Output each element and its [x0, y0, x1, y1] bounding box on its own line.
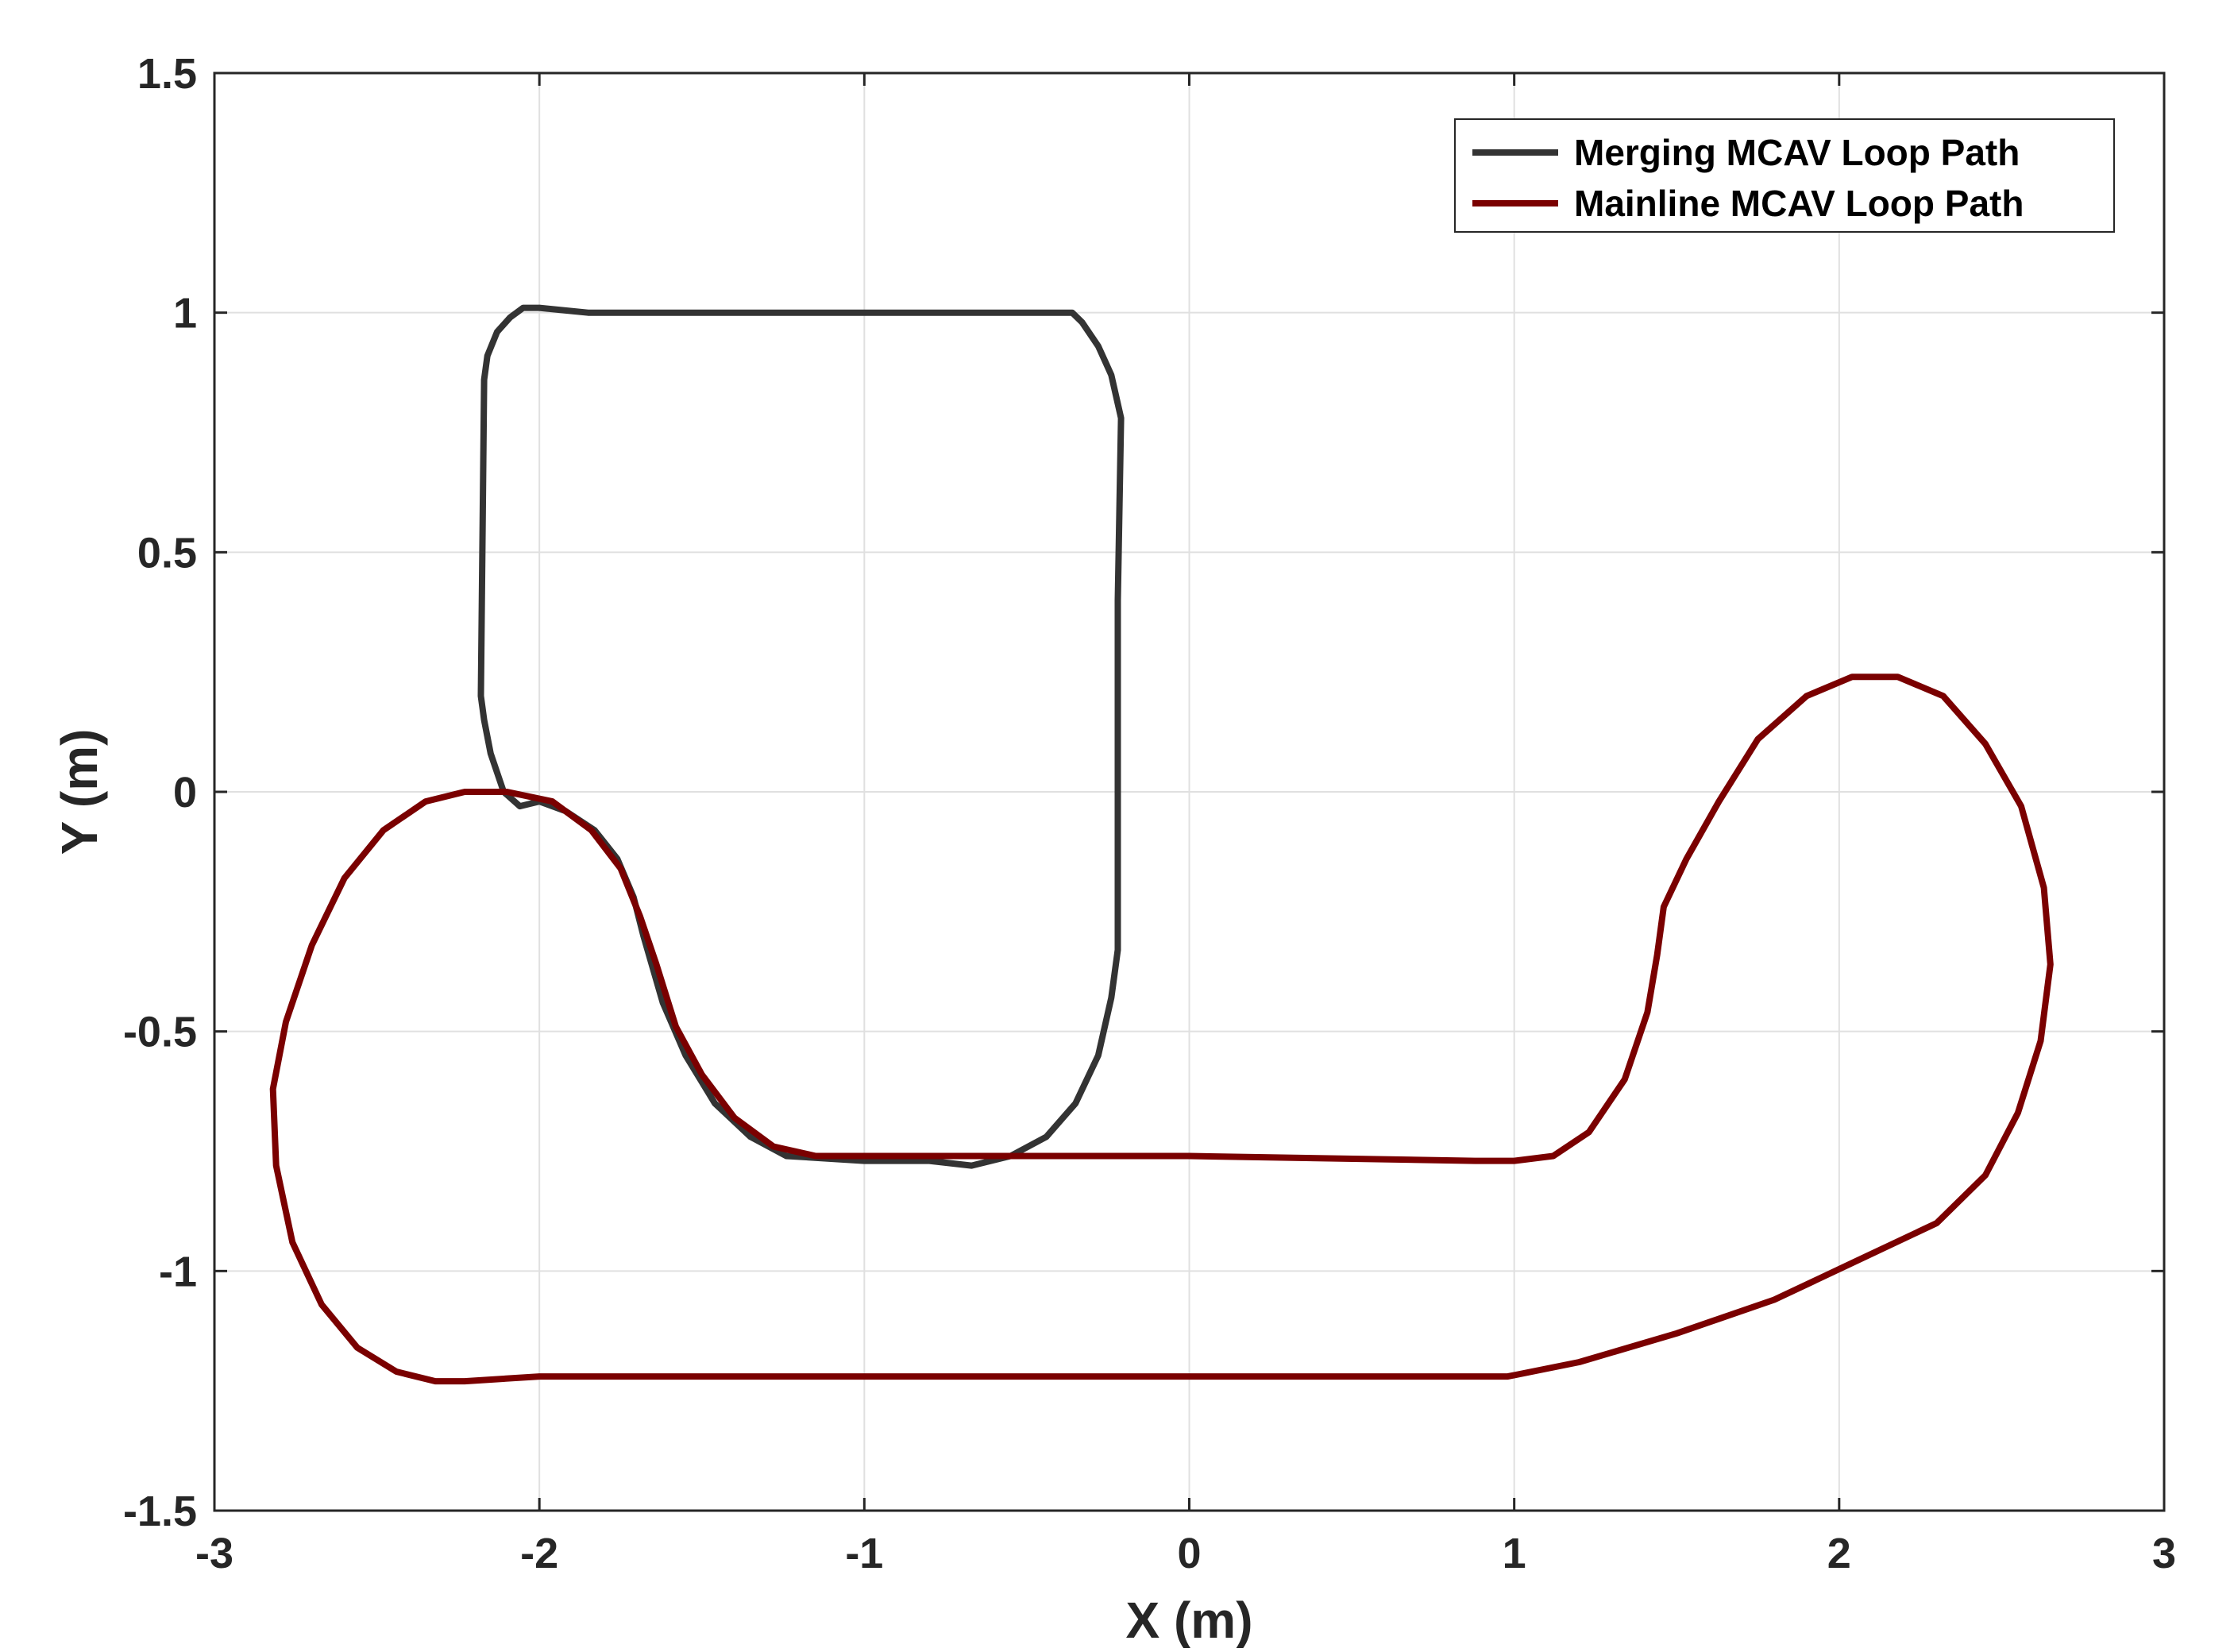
- x-tick-label: 0: [1177, 1530, 1201, 1577]
- series-line-mainline: [269, 674, 2054, 1385]
- series-group: [269, 304, 2054, 1385]
- legend: Merging MCAV Loop Path Mainline MCAV Loop…: [1454, 118, 2115, 233]
- legend-label: Mainline MCAV Loop Path: [1574, 183, 2024, 224]
- x-tick-label: -2: [520, 1530, 558, 1577]
- series-line-merging: [477, 304, 1125, 1169]
- y-tick-label: -1: [159, 1248, 197, 1295]
- y-tick-label: 0: [173, 769, 197, 816]
- legend-label: Merging MCAV Loop Path: [1574, 132, 2020, 173]
- y-tick-label: 1: [173, 290, 197, 338]
- x-tick-label: -3: [195, 1530, 233, 1577]
- y-axis-label: Y (m): [51, 729, 108, 855]
- x-tick-label: -1: [845, 1530, 883, 1577]
- x-tick-label: 2: [1827, 1530, 1851, 1577]
- x-tick-label: 1: [1503, 1530, 1526, 1577]
- y-tick-label: -1.5: [123, 1488, 197, 1535]
- axis-ticks: -3 -2 -1 0 1 2 3 1.5 1 0.5 0 -0.5 -1 -1.5: [123, 50, 2176, 1577]
- legend-box: [1454, 118, 2115, 233]
- y-tick-label: 1.5: [137, 50, 197, 98]
- y-tick-label: -0.5: [123, 1009, 197, 1056]
- x-axis-label: X (m): [1126, 1592, 1253, 1648]
- y-tick-label: 0.5: [137, 529, 197, 577]
- x-tick-label: 3: [2152, 1530, 2176, 1577]
